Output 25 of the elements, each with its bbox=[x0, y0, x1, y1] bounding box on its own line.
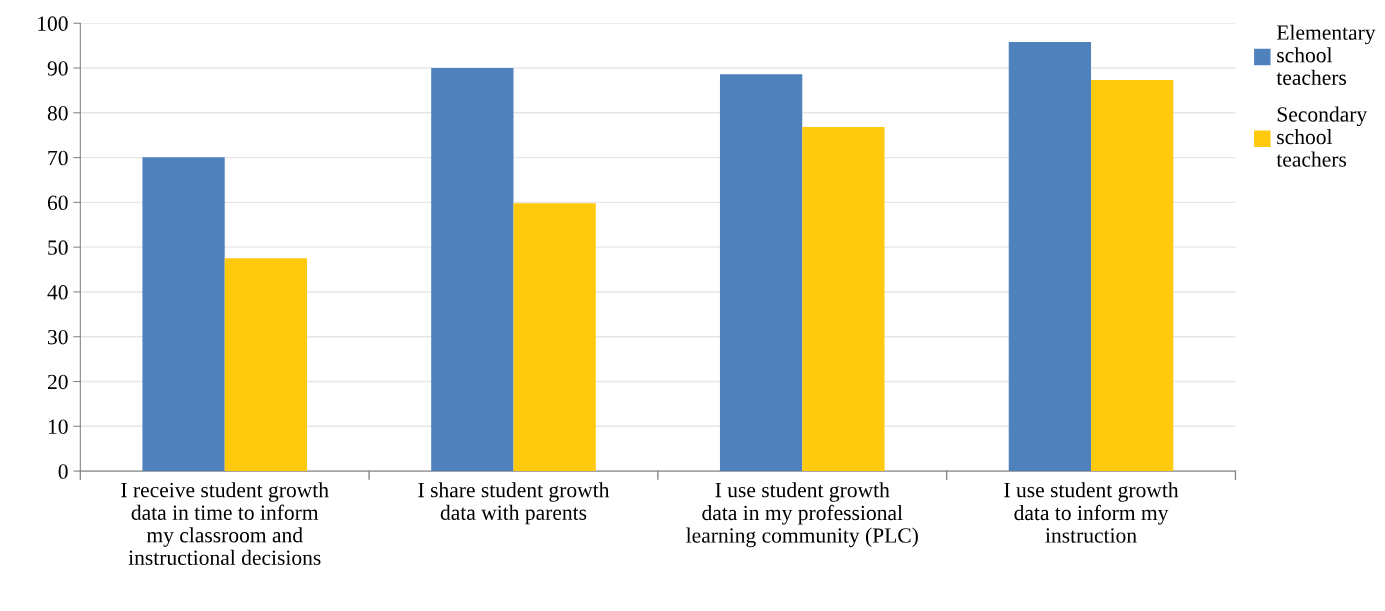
legend-label: Secondary school teachers bbox=[1276, 106, 1368, 167]
bar bbox=[431, 68, 514, 472]
x-tick-label: I use student growth data to inform my instruction bbox=[1004, 482, 1179, 543]
y-tick-label: 50 bbox=[48, 240, 68, 255]
y-tick-label: 80 bbox=[47, 105, 68, 121]
y-tick-label: 100 bbox=[38, 16, 68, 31]
bar bbox=[224, 258, 308, 472]
bar bbox=[1008, 42, 1092, 472]
bar bbox=[142, 157, 225, 472]
bar bbox=[1091, 80, 1174, 472]
y-tick-label: 0 bbox=[58, 464, 68, 479]
y-tick-label: 70 bbox=[48, 150, 68, 166]
y-tick-label: 60 bbox=[47, 195, 68, 211]
x-tick-label: I use student growth data in my professional learning community (PLC) bbox=[686, 482, 918, 548]
y-tick-label: 20 bbox=[47, 374, 68, 390]
y-tick-label: 10 bbox=[48, 419, 68, 434]
y-tick-label: 90 bbox=[47, 61, 68, 76]
legend-label: Elementary school teachers bbox=[1276, 24, 1376, 85]
x-tick-label: I receive student growth data in time to inform my classroom and instructional decisions bbox=[121, 482, 329, 565]
x-tick-label: I share student growth data with parents bbox=[418, 482, 610, 525]
y-tick-label: 40 bbox=[47, 285, 68, 300]
bar bbox=[802, 127, 885, 472]
bar bbox=[719, 74, 803, 472]
y-tick-label: 30 bbox=[48, 329, 68, 345]
bar bbox=[513, 203, 596, 472]
